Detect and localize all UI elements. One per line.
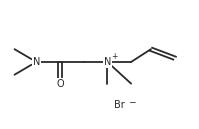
Text: +: +: [111, 52, 117, 61]
Text: N: N: [104, 57, 111, 67]
Text: −: −: [128, 97, 136, 106]
Text: N: N: [33, 57, 40, 67]
Text: Br: Br: [114, 100, 125, 110]
Text: O: O: [56, 79, 64, 89]
